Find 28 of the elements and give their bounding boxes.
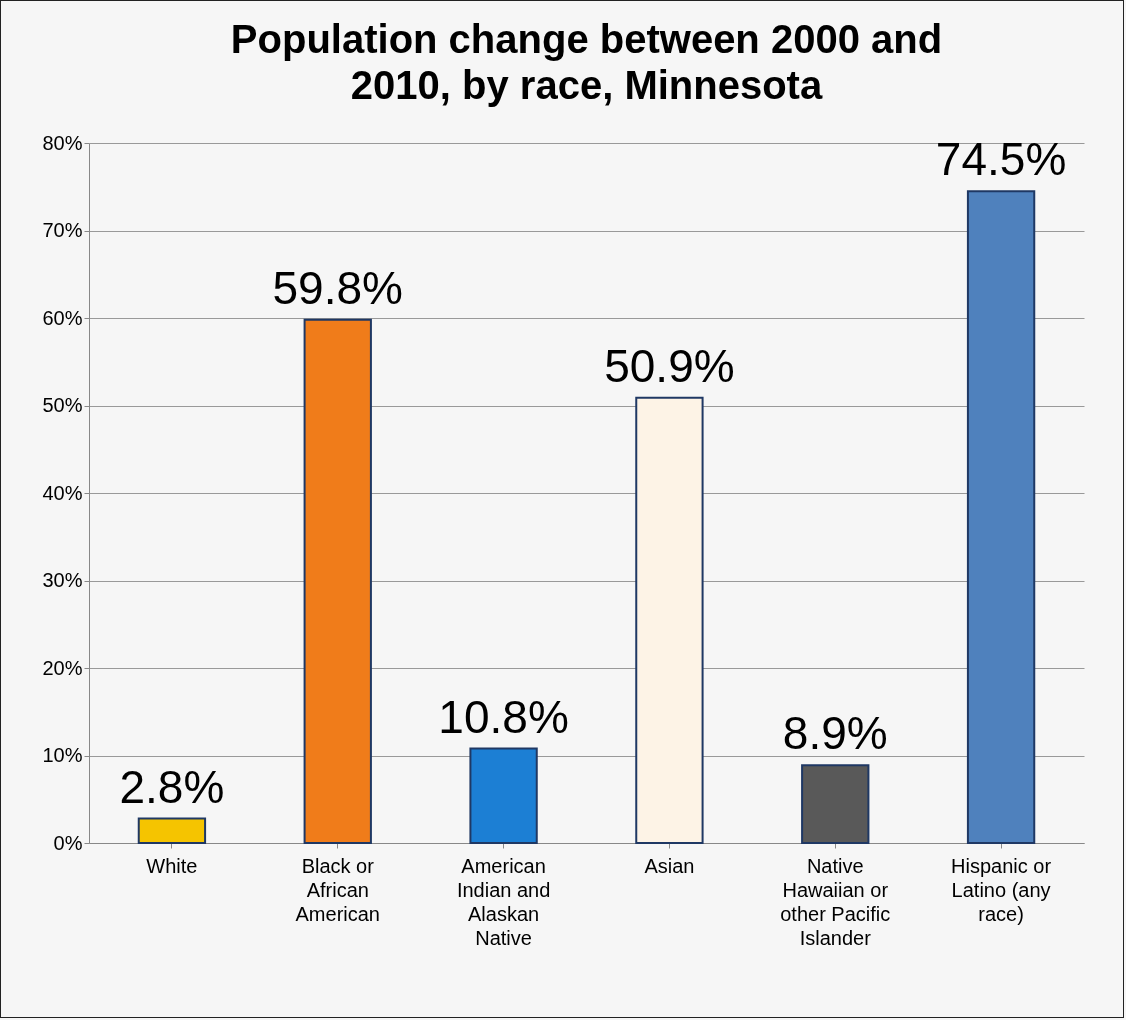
x-tick-label: Hispanic or Latino (any race) — [951, 854, 1052, 925]
bar — [966, 190, 1036, 844]
x-tick-label: Asian — [644, 854, 695, 877]
x-tick-label: Black or African American — [295, 854, 380, 925]
bar — [635, 396, 704, 844]
data-label: 10.8% — [438, 690, 569, 743]
x-tick-label: American Indian and Alaskan Native — [456, 854, 551, 949]
x-tick-label: Native Hawaiian or other Pacific Islander — [780, 854, 891, 949]
y-tick-label: 20% — [42, 656, 83, 679]
y-tick-label: 40% — [42, 481, 83, 504]
y-tick-label: 30% — [42, 569, 83, 591]
y-tick-label: 60% — [42, 306, 83, 329]
chart-title: Population change between 2000 and 2010, by race, Minnesota — [230, 17, 943, 107]
y-tick-label: 80% — [42, 131, 83, 154]
bar — [303, 318, 372, 844]
bar — [801, 764, 870, 844]
data-label: 2.8% — [119, 760, 225, 813]
bar — [469, 747, 538, 844]
data-label: 8.9% — [782, 707, 888, 760]
y-tick-label: 70% — [42, 219, 83, 241]
y-tick-label: 0% — [53, 831, 83, 854]
data-label: 59.8% — [272, 261, 403, 314]
x-tick-label: White — [146, 854, 198, 877]
data-label: 74.5% — [935, 133, 1067, 186]
bar — [137, 817, 207, 844]
y-tick-label: 10% — [42, 744, 83, 766]
data-label: 50.9% — [604, 339, 735, 392]
y-tick-label: 50% — [42, 394, 83, 416]
